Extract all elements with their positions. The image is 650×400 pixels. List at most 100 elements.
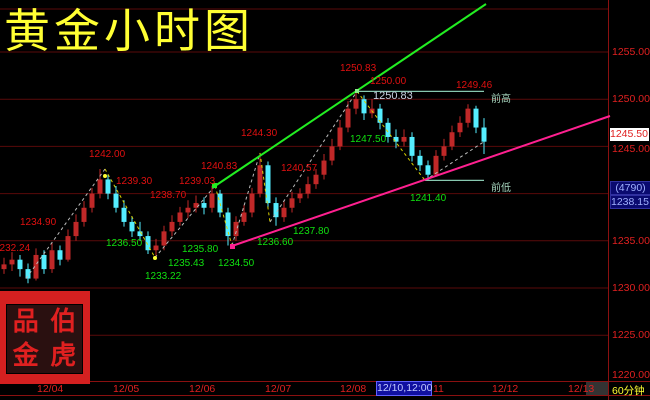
candle-body xyxy=(145,236,151,251)
candle-body xyxy=(137,231,143,237)
candle-body xyxy=(1,264,7,270)
x-tick: 12/07 xyxy=(265,383,292,395)
logo-char: 品 xyxy=(12,307,39,337)
zigzag-line xyxy=(104,168,156,258)
candle-body xyxy=(49,250,55,270)
low-label: 1235.43 xyxy=(168,258,205,269)
candle-body xyxy=(481,127,487,142)
logo-char: 伯 xyxy=(50,307,77,337)
candle-body xyxy=(225,212,231,237)
x-tick: 12/06 xyxy=(189,383,216,395)
high-label: 1239.03 xyxy=(179,176,216,187)
candle-body xyxy=(265,165,271,204)
chart-title: 黄金小时图 xyxy=(4,4,254,58)
candle-body xyxy=(209,193,215,208)
candle-body xyxy=(33,254,39,279)
y-tick: 1220.00 xyxy=(612,369,650,381)
high-label: 1234.90 xyxy=(20,217,57,228)
candle-body xyxy=(81,207,87,222)
x-tick: 12/13 xyxy=(568,383,595,395)
candle-body xyxy=(9,259,15,265)
candle-body xyxy=(73,221,79,237)
y-tick: 1245.00 xyxy=(612,143,650,155)
candle-body xyxy=(249,193,255,213)
candle-body xyxy=(385,122,391,137)
x-tick: 12/05 xyxy=(113,383,140,395)
candle-body xyxy=(441,146,447,156)
y-tick: 1255.00 xyxy=(612,46,650,58)
x-tick: 12/08 xyxy=(340,383,367,395)
zigzag-line xyxy=(231,152,261,246)
timeframe-selector[interactable]: 60分钟 xyxy=(612,385,645,397)
candle-body xyxy=(473,108,479,128)
prev-low-label: 前低 xyxy=(491,183,511,194)
resistance-trendline xyxy=(214,3,487,187)
candle-body xyxy=(409,136,415,156)
trendline-anchor xyxy=(230,244,235,249)
candle-body xyxy=(153,245,159,251)
candle-body xyxy=(449,132,455,147)
candle-body xyxy=(17,259,23,270)
candle-body xyxy=(361,99,367,114)
candle-body xyxy=(329,146,335,161)
y-tick: 1235.00 xyxy=(612,235,650,247)
candle-body xyxy=(161,231,167,246)
candle-body xyxy=(97,179,103,194)
low-label: 1236.50 xyxy=(106,238,143,249)
brand-logo: 品 伯 金 虎 xyxy=(0,291,90,384)
candle-body xyxy=(289,198,295,208)
zigzag-line xyxy=(25,168,106,279)
high-label: 1232.24 xyxy=(0,243,31,254)
trendline-anchor xyxy=(212,183,217,188)
candle-body xyxy=(233,221,239,237)
candle-body xyxy=(105,179,111,194)
high-label: 1238.70 xyxy=(150,190,187,201)
candle-body xyxy=(257,165,263,194)
pivot-dot xyxy=(103,174,107,178)
low-label: 1236.60 xyxy=(257,237,294,248)
candle-body xyxy=(41,254,47,270)
zigzag-line xyxy=(356,91,426,181)
candle-body xyxy=(185,207,191,213)
candle-body xyxy=(417,155,423,166)
candle-body xyxy=(465,108,471,123)
pivot-dot xyxy=(153,256,157,260)
zigzag-line xyxy=(214,185,233,246)
candle-body xyxy=(401,136,407,142)
scroll-handle[interactable] xyxy=(586,382,608,395)
cursor-time-box: 12/10,12:00 xyxy=(376,381,433,396)
candle-body xyxy=(313,174,319,185)
peak-marker xyxy=(355,89,359,93)
zigzag-line xyxy=(269,91,358,223)
candle-body xyxy=(305,184,311,194)
candle-body xyxy=(113,193,119,208)
y-tick: 1250.00 xyxy=(612,93,650,105)
high-label: 1240.83 xyxy=(201,161,238,172)
logo-char: 虎 xyxy=(50,341,77,371)
high-label: 1250.83 xyxy=(340,63,377,74)
candle-body xyxy=(121,207,127,222)
y-tick: 1225.00 xyxy=(612,329,650,341)
candle-body xyxy=(345,108,351,128)
logo-char: 金 xyxy=(12,341,39,371)
high-label: 1244.30 xyxy=(241,128,278,139)
candle-body xyxy=(457,122,463,133)
low-label: 1234.50 xyxy=(218,258,255,269)
candle-body xyxy=(201,203,207,208)
low-label: 1235.80 xyxy=(182,244,219,255)
y-tick: 1230.00 xyxy=(612,282,650,294)
x-tick: 11 xyxy=(433,383,444,395)
candle-body xyxy=(65,236,71,260)
marker-value: 1250.83 xyxy=(373,90,413,102)
candle-body xyxy=(377,108,383,123)
candle-body xyxy=(281,207,287,218)
high-label: 1240.57 xyxy=(281,163,318,174)
low-label: 1247.50 xyxy=(350,134,387,145)
candle-body xyxy=(89,193,95,208)
candle-body xyxy=(273,203,279,218)
x-tick: 12/12 xyxy=(492,383,519,395)
candle-body xyxy=(217,193,223,213)
candle-body xyxy=(297,193,303,199)
